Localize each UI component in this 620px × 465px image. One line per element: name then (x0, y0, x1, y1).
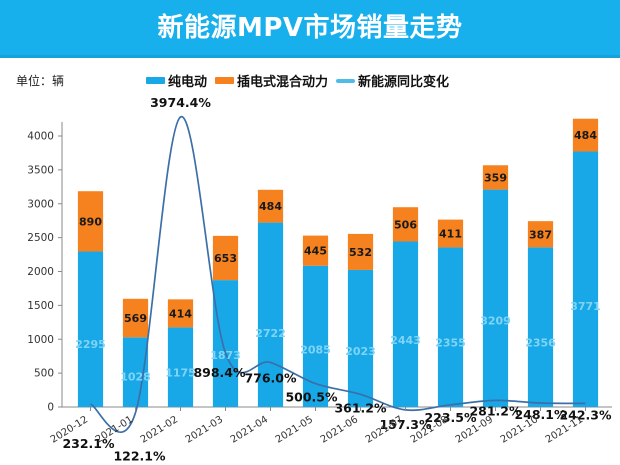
y-tick-label: 3500 (27, 164, 54, 176)
x-tick-label: 2021-03 (184, 414, 225, 445)
legend-label-phev: 插电式混合动力 (237, 75, 329, 90)
legend-label-ev: 纯电动 (168, 75, 208, 90)
bar-value-label-ev: 2023 (345, 345, 376, 358)
bar-segment-ev[interactable] (212, 280, 239, 407)
bar-value-label-phev: 890 (79, 215, 102, 228)
legend-swatch-yoy (336, 78, 356, 83)
bar-segment-phev[interactable] (302, 235, 329, 266)
bar-value-label-phev: 506 (394, 218, 417, 231)
bar-value-label-ev: 1028 (120, 371, 151, 384)
x-tick-label: 2021-04 (229, 414, 270, 445)
bar-segment-phev[interactable] (167, 299, 194, 328)
header-underline (0, 55, 620, 58)
bar-value-labels: 890 2295 569 1028 414 1175 653 1873 484 2722 445 20… (75, 129, 601, 383)
bar-segment-ev[interactable] (437, 247, 464, 407)
y-tick-label: 2000 (27, 266, 54, 278)
bar-value-label-phev: 387 (529, 228, 552, 241)
bar-value-label-phev: 414 (169, 307, 192, 320)
bar-value-label-phev: 484 (259, 200, 282, 213)
legend-swatch-phev (215, 77, 235, 84)
x-tick-label: 2021-05 (274, 414, 315, 445)
chart-svg: 0 500 1000 1500 2000 2500 3000 3500 4000 890 2295… (27, 95, 612, 464)
bar-segment-ev[interactable] (167, 327, 194, 407)
bar-segment-phev[interactable] (392, 207, 419, 242)
legend-swatch-ev (146, 77, 165, 84)
y-axis: 0 500 1000 1500 2000 2500 3000 3500 4000 (27, 122, 612, 414)
bar-segment-phev[interactable] (212, 235, 239, 281)
trend-line-yoy[interactable] (90, 116, 586, 433)
chart-plot-area: 0 500 1000 1500 2000 2500 3000 3500 4000 890 2295… (0, 90, 620, 465)
bar-segment-ev[interactable] (482, 189, 509, 407)
y-tick-label: 3000 (27, 198, 54, 210)
bar-segment-phev[interactable] (527, 221, 554, 248)
percent-value-label: 898.4% (193, 365, 246, 380)
bar-value-label-ev: 2356 (525, 336, 556, 349)
y-tick-label: 500 (34, 368, 54, 380)
bar-value-label-phev: 653 (214, 252, 237, 265)
y-tick-label: 1500 (27, 300, 54, 312)
percent-value-label: 242.3% (559, 407, 612, 422)
bar-value-label-ev: 2295 (75, 338, 106, 351)
percent-value-label: 223.5% (424, 410, 477, 425)
y-tick-label: 0 (47, 402, 54, 414)
bars-layer (77, 118, 599, 407)
y-tick-label: 4000 (27, 131, 54, 143)
bar-value-label-phev: 445 (304, 245, 327, 258)
bar-value-label-phev: 569 (124, 312, 147, 325)
percent-value-label: 122.1% (113, 449, 166, 464)
bar-value-label-ev: 3209 (480, 314, 511, 327)
y-tick-label: 1000 (27, 334, 54, 346)
bar-segment-phev[interactable] (122, 298, 149, 338)
trend-line-layer (90, 116, 586, 433)
bar-segment-ev[interactable] (347, 269, 374, 407)
bar-value-label-ev: 3771 (570, 300, 601, 313)
legend-item-ev[interactable]: 纯电动 (146, 71, 207, 90)
bar-value-label-ev: 1175 (165, 367, 196, 380)
bar-segment-phev[interactable] (482, 165, 509, 190)
bar-value-label-phev: 411 (439, 228, 462, 241)
legend-item-phev[interactable]: 插电式混合动力 (215, 71, 328, 90)
chart-header-bar: 新能源MPV市场销量走势 (0, 0, 620, 58)
percent-value-label: 500.5% (285, 390, 338, 405)
y-tick-label: 2500 (27, 232, 54, 244)
legend-label-yoy: 新能源同比变化 (358, 75, 450, 90)
bar-segment-phev[interactable] (572, 118, 599, 152)
bar-value-label-phev: 532 (349, 246, 372, 259)
bar-segment-ev[interactable] (257, 222, 284, 407)
bar-value-label-phev: 359 (484, 171, 507, 184)
page-title: 新能源MPV市场销量走势 (157, 13, 463, 43)
bar-segment-ev[interactable] (77, 251, 104, 407)
bar-segment-ev[interactable] (392, 241, 419, 407)
bar-value-label-phev: 484 (574, 129, 597, 142)
bar-value-label-ev: 2722 (255, 327, 286, 340)
percent-value-label: 232.1% (62, 436, 115, 451)
x-tick-label: 2021-06 (319, 414, 360, 445)
percent-value-label: 3974.4% (150, 95, 211, 110)
chart-legend: 纯电动 插电式混合动力 新能源同比变化 (146, 71, 454, 90)
bar-segment-ev[interactable] (527, 247, 554, 407)
bar-value-label-ev: 2085 (300, 343, 331, 356)
bar-segment-phev[interactable] (257, 189, 284, 223)
percent-value-label: 776.0% (244, 370, 297, 385)
bar-value-label-ev: 2443 (390, 334, 421, 347)
percent-value-label: 157.3% (379, 417, 432, 432)
bar-segment-ev[interactable] (572, 151, 599, 407)
bar-value-label-ev: 1873 (210, 349, 241, 362)
bar-segment-phev[interactable] (437, 219, 464, 248)
unit-label: 单位：辆 (16, 74, 65, 88)
bar-value-label-ev: 2355 (435, 336, 466, 349)
bar-segment-phev[interactable] (77, 191, 104, 252)
x-tick-label: 2021-02 (139, 414, 180, 445)
bar-segment-phev[interactable] (347, 233, 374, 270)
percent-value-label: 248.1% (514, 407, 567, 422)
legend-item-yoy[interactable]: 新能源同比变化 (336, 71, 449, 90)
